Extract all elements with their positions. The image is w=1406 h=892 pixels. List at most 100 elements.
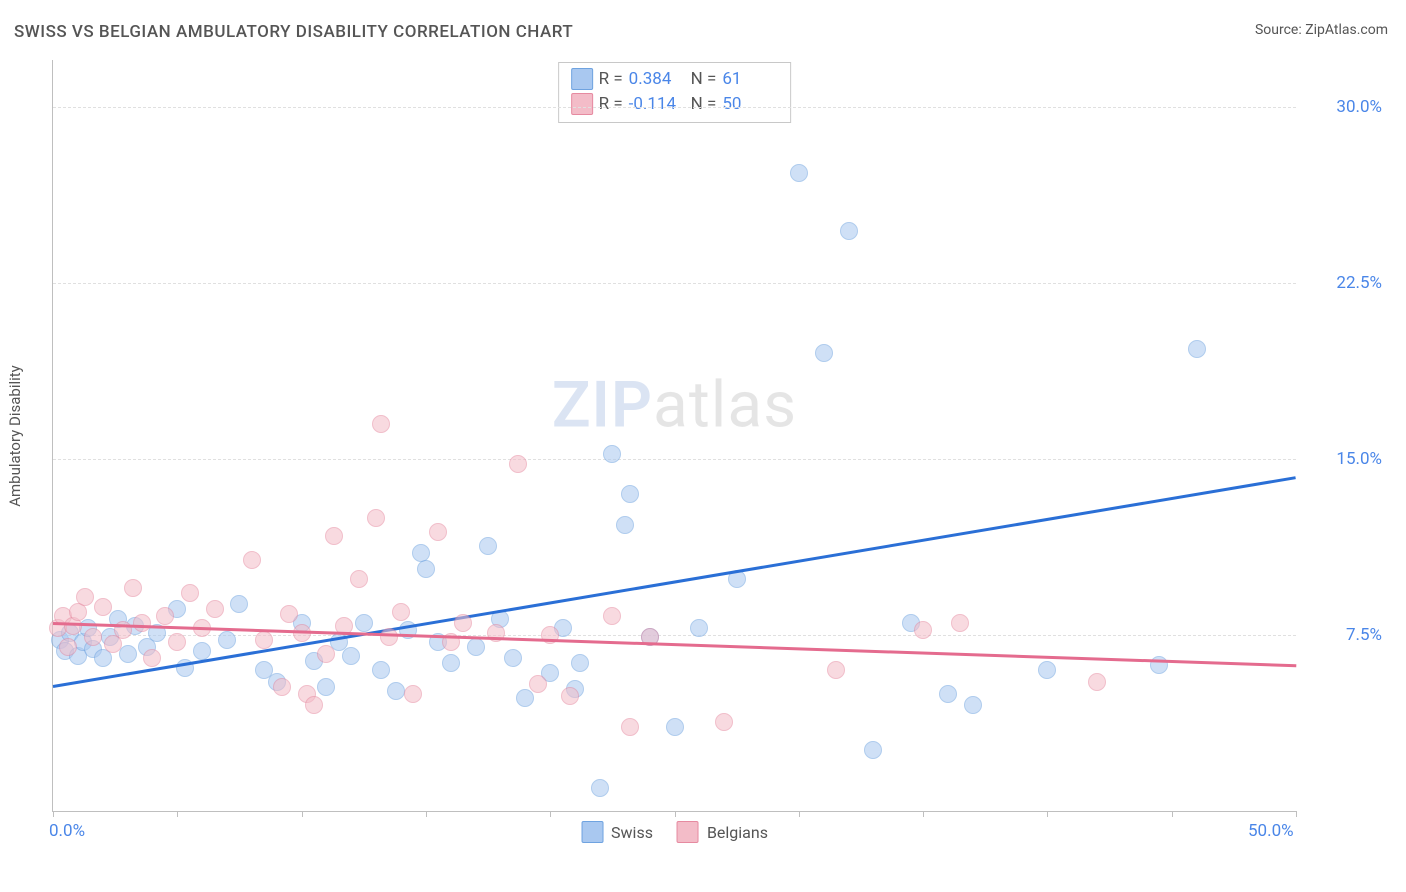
data-point bbox=[621, 485, 639, 503]
data-point bbox=[827, 661, 845, 679]
data-point bbox=[255, 631, 273, 649]
x-tick-label: 0.0% bbox=[49, 821, 85, 841]
legend-label-swiss: Swiss bbox=[611, 823, 653, 842]
data-point bbox=[317, 645, 335, 663]
x-tick bbox=[799, 811, 800, 817]
data-point bbox=[939, 685, 957, 703]
stats-n-label-2: N = bbox=[691, 92, 717, 117]
data-point bbox=[218, 631, 236, 649]
data-point bbox=[243, 551, 261, 569]
data-point bbox=[355, 614, 373, 632]
data-point bbox=[1038, 661, 1056, 679]
stats-n-belgians: 50 bbox=[722, 92, 778, 117]
data-point bbox=[380, 628, 398, 646]
data-point bbox=[59, 638, 77, 656]
data-point bbox=[467, 638, 485, 656]
data-point bbox=[94, 598, 112, 616]
swatch-swiss bbox=[571, 68, 593, 90]
data-point bbox=[1088, 673, 1106, 691]
data-point bbox=[412, 544, 430, 562]
data-point bbox=[280, 605, 298, 623]
page-root: SWISS VS BELGIAN AMBULATORY DISABILITY C… bbox=[0, 0, 1406, 892]
trend-line bbox=[53, 622, 1296, 667]
x-tick bbox=[923, 811, 924, 817]
data-point bbox=[715, 713, 733, 731]
data-point bbox=[387, 682, 405, 700]
grid-line bbox=[53, 459, 1296, 460]
data-point bbox=[206, 600, 224, 618]
data-point bbox=[317, 678, 335, 696]
data-point bbox=[119, 645, 137, 663]
stats-r-label-2: R = bbox=[599, 92, 623, 117]
data-point bbox=[143, 649, 161, 667]
data-point bbox=[454, 614, 472, 632]
x-tick bbox=[177, 811, 178, 817]
data-point bbox=[690, 619, 708, 637]
legend-label-belgians: Belgians bbox=[707, 823, 768, 842]
data-point bbox=[479, 537, 497, 555]
data-point bbox=[325, 527, 343, 545]
data-point bbox=[230, 595, 248, 613]
stats-r-belgians: -0.114 bbox=[629, 92, 685, 117]
chart-title: SWISS VS BELGIAN AMBULATORY DISABILITY C… bbox=[14, 22, 573, 42]
source-attribution: Source: ZipAtlas.com bbox=[1255, 22, 1388, 38]
data-point bbox=[350, 570, 368, 588]
chart-legend: Swiss Belgians bbox=[581, 821, 768, 843]
data-point bbox=[442, 654, 460, 672]
correlation-stats-box: R = 0.384 N = 61 R = -0.114 N = 50 bbox=[558, 62, 792, 123]
data-point bbox=[168, 633, 186, 651]
data-point bbox=[516, 689, 534, 707]
stats-r-swiss: 0.384 bbox=[629, 67, 685, 92]
scatter-chart: Ambulatory Disability ZIPatlas R = 0.384… bbox=[52, 60, 1296, 812]
stats-n-swiss: 61 bbox=[722, 67, 778, 92]
data-point bbox=[273, 678, 291, 696]
data-point bbox=[964, 696, 982, 714]
data-point bbox=[372, 415, 390, 433]
data-point bbox=[529, 675, 547, 693]
data-point bbox=[914, 621, 932, 639]
data-point bbox=[790, 164, 808, 182]
data-point bbox=[666, 718, 684, 736]
x-tick bbox=[675, 811, 676, 817]
x-tick bbox=[53, 811, 54, 817]
data-point bbox=[133, 614, 151, 632]
data-point bbox=[305, 696, 323, 714]
data-point bbox=[84, 628, 102, 646]
x-tick bbox=[1172, 811, 1173, 817]
data-point bbox=[571, 654, 589, 672]
data-point bbox=[504, 649, 522, 667]
swatch-belgians bbox=[571, 93, 593, 115]
legend-item-belgians: Belgians bbox=[677, 821, 768, 843]
data-point bbox=[951, 614, 969, 632]
x-tick-label: 50.0% bbox=[1248, 821, 1294, 841]
data-point bbox=[372, 661, 390, 679]
watermark: ZIPatlas bbox=[552, 368, 797, 443]
grid-line bbox=[53, 107, 1296, 108]
data-point bbox=[392, 603, 410, 621]
x-tick bbox=[1047, 811, 1048, 817]
data-point bbox=[616, 516, 634, 534]
data-point bbox=[417, 560, 435, 578]
data-point bbox=[124, 579, 142, 597]
y-tick-label: 30.0% bbox=[1312, 97, 1382, 117]
grid-line bbox=[53, 635, 1296, 636]
grid-line bbox=[53, 283, 1296, 284]
data-point bbox=[815, 344, 833, 362]
stats-n-label: N = bbox=[691, 67, 717, 92]
y-axis-title: Ambulatory Disability bbox=[6, 365, 24, 507]
stats-row-swiss: R = 0.384 N = 61 bbox=[571, 67, 779, 92]
x-tick bbox=[426, 811, 427, 817]
data-point bbox=[561, 687, 579, 705]
stats-row-belgians: R = -0.114 N = 50 bbox=[571, 92, 779, 117]
legend-swatch-swiss bbox=[581, 821, 603, 843]
data-point bbox=[509, 455, 527, 473]
x-tick bbox=[1296, 811, 1297, 817]
data-point bbox=[603, 607, 621, 625]
data-point bbox=[181, 584, 199, 602]
y-tick-label: 22.5% bbox=[1312, 273, 1382, 293]
y-tick-label: 7.5% bbox=[1312, 625, 1382, 645]
watermark-bold: ZIP bbox=[552, 368, 653, 443]
data-point bbox=[864, 741, 882, 759]
legend-item-swiss: Swiss bbox=[581, 821, 653, 843]
trend-line bbox=[53, 476, 1296, 688]
